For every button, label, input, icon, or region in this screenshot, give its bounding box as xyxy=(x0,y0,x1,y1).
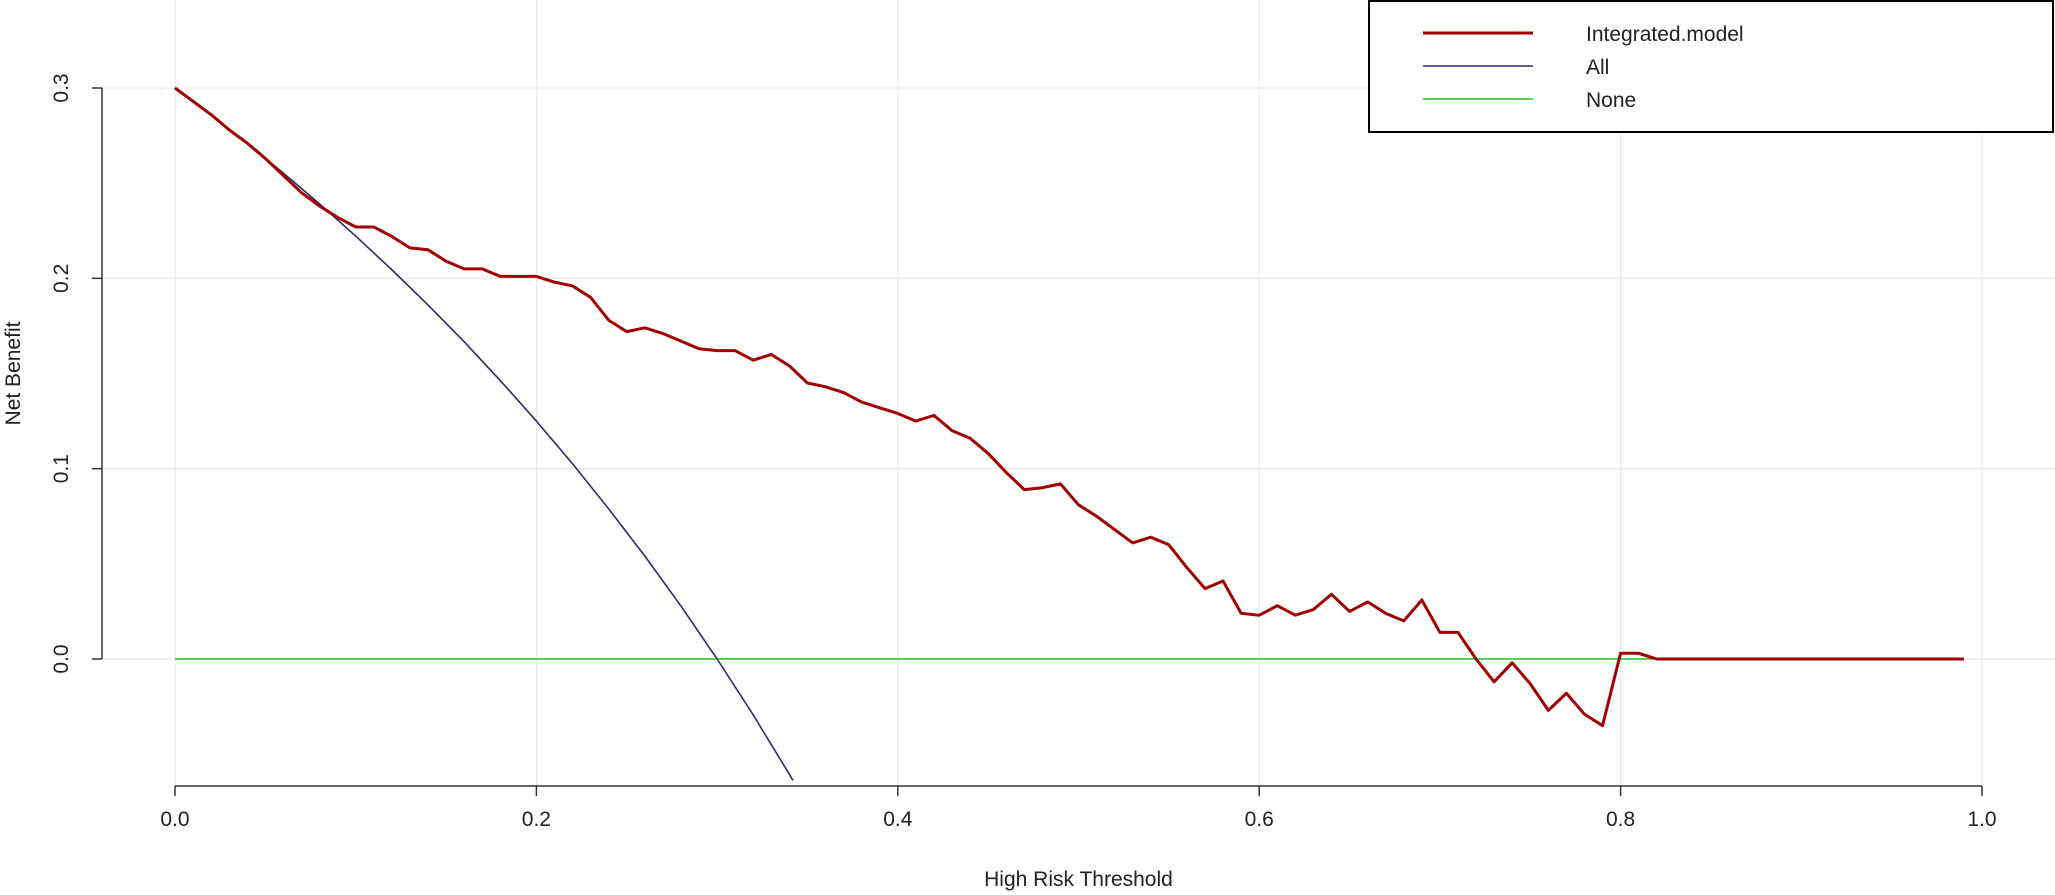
x-tick-label-4: 0.8 xyxy=(1606,808,1635,831)
y-tick-label-1: 0.1 xyxy=(50,454,73,483)
x-tick-label-2: 0.4 xyxy=(883,808,913,831)
legend: Integrated.model All None xyxy=(1368,0,2054,133)
x-tick-label-0: 0.0 xyxy=(160,808,189,831)
x-tick-label-3: 0.6 xyxy=(1245,808,1274,831)
series-line-1 xyxy=(174,87,794,781)
y-tick-label-3: 0.3 xyxy=(50,73,73,102)
series-line-0 xyxy=(174,86,1964,728)
y-axis-title: Net Benefit xyxy=(2,321,25,425)
axes: 0.0 0.2 0.4 0.6 0.8 1.0 0.0 0.1 0.2 0.3 xyxy=(50,73,1997,831)
legend-label-0: Integrated.model xyxy=(1586,23,1744,46)
y-tick-label-2: 0.2 xyxy=(50,264,73,293)
legend-label-1: All xyxy=(1586,56,1609,79)
x-axis-title: High Risk Threshold xyxy=(984,868,1173,891)
series xyxy=(174,86,1964,781)
x-tick-label-1: 0.2 xyxy=(522,808,551,831)
y-tick-label-0: 0.0 xyxy=(50,644,73,673)
x-tick-label-5: 1.0 xyxy=(1967,808,1996,831)
legend-label-2: None xyxy=(1586,89,1636,112)
